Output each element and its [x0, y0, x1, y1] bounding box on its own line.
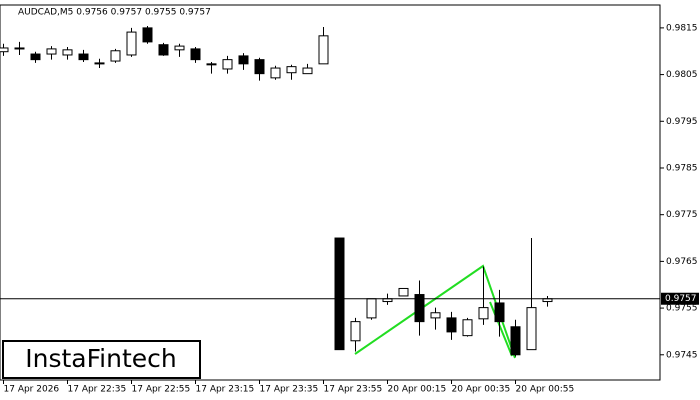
- x-tick-label: 20 Apr 00:55: [516, 385, 575, 395]
- candle-body: [62, 49, 73, 56]
- chart-title: AUDCAD,M5 0.9756 0.9757 0.9755 0.9757: [18, 8, 211, 18]
- x-tick-label: 17 Apr 23:15: [196, 385, 255, 395]
- logo: InstaFintech: [25, 344, 177, 373]
- candle-body: [302, 67, 313, 75]
- candle-body: [270, 67, 281, 79]
- y-tick-label: 0.9785: [666, 163, 698, 173]
- y-tick-label: 0.9765: [666, 257, 698, 267]
- x-tick-label: 17 Apr 2026: [4, 385, 60, 395]
- pattern-lines: [354, 264, 516, 359]
- candle-body: [206, 63, 217, 66]
- candle-body: [462, 319, 473, 337]
- candle-body: [94, 62, 105, 65]
- candle-body: [398, 287, 409, 297]
- candle-body: [110, 50, 121, 62]
- x-tick-label: 20 Apr 00:15: [388, 385, 447, 395]
- candle-body: [366, 298, 377, 319]
- y-tick-label: 0.9805: [666, 70, 698, 80]
- pattern-line: [489, 301, 513, 357]
- candle-body: [78, 53, 89, 61]
- candle-body: [350, 321, 361, 342]
- x-tick-label: 17 Apr 23:55: [324, 385, 383, 395]
- candle-body: [222, 59, 233, 70]
- candle-body: [430, 312, 441, 319]
- candle-body: [158, 44, 169, 56]
- candle-body: [414, 294, 425, 323]
- candle-body: [510, 326, 521, 356]
- x-tick-label: 17 Apr 22:35: [68, 385, 127, 395]
- candle-body: [126, 31, 137, 56]
- candle-body: [286, 66, 297, 74]
- logo-box: [2, 340, 201, 379]
- candle-body: [46, 48, 57, 55]
- candle-body: [478, 307, 489, 320]
- x-tick-label: 17 Apr 23:35: [260, 385, 319, 395]
- candle-body: [190, 48, 201, 61]
- candle-body: [30, 53, 41, 61]
- current-price-tag: [661, 292, 699, 305]
- x-tick-label: 20 Apr 00:35: [452, 385, 511, 395]
- candle-body: [142, 27, 153, 43]
- candle-body: [254, 59, 265, 75]
- x-tick-label: 17 Apr 22:55: [132, 385, 191, 395]
- y-tick-label: 0.9745: [666, 350, 698, 360]
- candle-body: [0, 47, 9, 53]
- candle-body: [14, 47, 25, 50]
- y-tick-label: 0.9775: [666, 210, 698, 220]
- candle-body: [334, 237, 345, 351]
- candle-body: [238, 55, 249, 65]
- current-price-label: 0.9757: [665, 294, 697, 304]
- candle-body: [174, 45, 185, 51]
- y-tick-label: 0.9815: [666, 23, 698, 33]
- candle-body: [526, 307, 537, 351]
- y-tick-label: 0.9755: [666, 304, 698, 314]
- pattern-line: [354, 264, 516, 359]
- y-tick-label: 0.9795: [666, 117, 698, 127]
- candle-body: [446, 317, 457, 333]
- candle-body: [318, 35, 329, 65]
- plot-frame: [0, 4, 661, 381]
- candle-body: [494, 302, 505, 323]
